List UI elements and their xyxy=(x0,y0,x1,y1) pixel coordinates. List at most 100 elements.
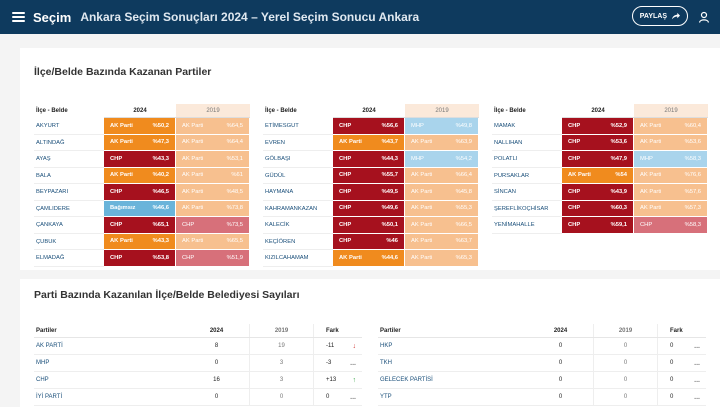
party-row[interactable]: TKH 0 0 0... xyxy=(378,355,706,372)
party-name[interactable]: CHP xyxy=(36,377,49,383)
percent-2024: %60,3 xyxy=(610,205,627,212)
district-name[interactable]: YENİMAHALLE xyxy=(492,217,562,234)
district-row[interactable]: ÇANKAYA CHP %65,1 CHP %73,5 xyxy=(34,217,256,234)
district-row[interactable]: GÖLBAŞI CHP %44,3 MHP %54,2 xyxy=(263,151,485,168)
count-2019: 0 xyxy=(593,338,658,354)
district-row[interactable]: SİNCAN CHP %43,9 AK Parti %57,6 xyxy=(492,184,714,201)
district-row[interactable]: BALA AK Parti %40,2 AK Parti %61 xyxy=(34,167,256,184)
percent-2024: %47,9 xyxy=(610,155,627,162)
party-row[interactable]: GELECEK PARTİSİ 0 0 0... xyxy=(378,372,706,389)
district-row[interactable]: ETİMESGUT CHP %56,6 MHP %49,8 xyxy=(263,118,485,135)
district-row[interactable]: NALLIHAN CHP %53,6 AK Parti %53,6 xyxy=(492,134,714,151)
district-name[interactable]: ÇAMLIDERE xyxy=(34,201,104,217)
district-name[interactable]: HAYMANA xyxy=(263,184,333,201)
district-row[interactable]: KALECİK CHP %50,1 AK Parti %66,5 xyxy=(263,217,485,234)
party-row[interactable]: HKP 0 0 0... xyxy=(378,338,706,355)
percent-2019: %64,5 xyxy=(226,122,243,129)
district-column: İlçe - Belde 2024 2019 ETİMESGUT CHP %56,6 MHP… xyxy=(263,104,485,267)
district-row[interactable]: KEÇİÖREN CHP %46 AK Parti %63,7 xyxy=(263,233,485,250)
district-row[interactable]: MAMAK CHP %52,9 AK Parti %60,4 xyxy=(492,118,714,135)
district-name[interactable]: NALLIHAN xyxy=(492,135,562,151)
district-name[interactable]: POLATLI xyxy=(492,151,562,168)
count-2024: 0 xyxy=(214,360,219,366)
result-2019: AK Parti %65,3 xyxy=(405,250,479,267)
result-2024: CHP %56,6 xyxy=(333,118,405,135)
district-row[interactable]: POLATLI CHP %47,9 MHP %58,3 xyxy=(492,151,714,168)
party-row[interactable]: CHP 16 3 +13 ↑ xyxy=(34,372,362,389)
district-name[interactable]: KIZILCAHAMAM xyxy=(263,250,333,267)
district-name[interactable]: ELMADAĞ xyxy=(34,250,104,267)
district-name[interactable]: GÖLBAŞI xyxy=(263,151,333,168)
district-name[interactable]: PURSAKLAR xyxy=(492,168,562,184)
district-row[interactable]: BEYPAZARI CHP %46,5 AK Parti %48,5 xyxy=(34,184,256,201)
winners-card: İlçe/Belde Bazında Kazanan Partiler İlçe… xyxy=(20,48,720,270)
district-name[interactable]: AYAŞ xyxy=(34,151,104,168)
party-name[interactable]: AK PARTİ xyxy=(36,343,63,349)
district-name[interactable]: KAHRAMANKAZAN xyxy=(263,201,333,217)
district-name[interactable]: ALTINDAĞ xyxy=(34,135,104,151)
district-row[interactable]: AKYURT AK Parti %50,2 AK Parti %64,5 xyxy=(34,118,256,135)
percent-2024: %49,5 xyxy=(381,188,398,195)
district-row[interactable]: GÜDÜL CHP %55,7 AK Parti %66,4 xyxy=(263,167,485,184)
party-row[interactable]: AK PARTİ 8 19 -11 ↓ xyxy=(34,338,362,355)
percent-2024: %55,7 xyxy=(381,172,398,179)
brand-logo[interactable]: Seçim xyxy=(33,9,72,25)
difference-value: 0 xyxy=(670,394,674,400)
percent-2024: %43,3 xyxy=(152,155,169,162)
party-name[interactable]: HKP xyxy=(380,343,393,349)
percent-2024: %53,8 xyxy=(152,254,169,261)
party-row[interactable]: MHP 0 3 -3... xyxy=(34,355,362,372)
party-2019: AK Parti xyxy=(411,221,433,228)
percent-2024: %43,9 xyxy=(610,188,627,195)
user-icon[interactable] xyxy=(698,11,710,23)
party-2024: CHP xyxy=(339,221,352,228)
district-row[interactable]: PURSAKLAR AK Parti %54 AK Parti %76,6 xyxy=(492,167,714,184)
district-row[interactable]: ÇAMLIDERE Bağımsız %46,6 AK Parti %73,8 xyxy=(34,200,256,217)
district-row[interactable]: ALTINDAĞ AK Parti %47,3 AK Parti %64,4 xyxy=(34,134,256,151)
percent-2019: %55,3 xyxy=(455,205,472,212)
district-row[interactable]: YENİMAHALLE CHP %59,1 CHP %58,3 xyxy=(492,217,714,234)
party-name[interactable]: TKH xyxy=(380,360,392,366)
result-2019: AK Parti %63,9 xyxy=(405,134,479,151)
party-row[interactable]: YTP 0 0 0... xyxy=(378,389,706,406)
party-2024: Bağımsız xyxy=(110,205,136,212)
district-name[interactable]: AKYURT xyxy=(34,118,104,135)
count-2024: 0 xyxy=(558,394,563,400)
district-name[interactable]: MAMAK xyxy=(492,118,562,135)
party-name[interactable]: MHP xyxy=(36,360,50,366)
district-row[interactable]: AYAŞ CHP %43,3 AK Parti %53,1 xyxy=(34,151,256,168)
district-name[interactable]: ETİMESGUT xyxy=(263,118,333,135)
party-2024: CHP xyxy=(568,188,581,195)
percent-2024: %43,3 xyxy=(152,238,169,245)
percent-2024: %52,9 xyxy=(610,122,627,129)
district-name[interactable]: KEÇİÖREN xyxy=(263,234,333,250)
district-name[interactable]: SİNCAN xyxy=(492,184,562,201)
party-name[interactable]: İYİ PARTİ xyxy=(36,394,63,400)
district-name[interactable]: BEYPAZARI xyxy=(34,184,104,201)
percent-2024: %50,1 xyxy=(381,221,398,228)
district-name[interactable]: ŞEREFLİKOÇHİSAR xyxy=(492,201,562,217)
party-2019: AK Parti xyxy=(411,254,433,261)
district-name[interactable]: ÇUBUK xyxy=(34,234,104,250)
party-name[interactable]: YTP xyxy=(380,394,392,400)
district-name[interactable]: ÇANKAYA xyxy=(34,217,104,234)
district-name[interactable]: GÜDÜL xyxy=(263,168,333,184)
district-name[interactable]: KALECİK xyxy=(263,217,333,234)
district-name[interactable]: BALA xyxy=(34,168,104,184)
percent-2019: %58,3 xyxy=(684,155,701,162)
result-2019: AK Parti %55,3 xyxy=(405,200,479,217)
share-button[interactable]: PAYLAŞ xyxy=(631,6,688,26)
district-row[interactable]: KIZILCAHAMAM AK Parti %44,6 AK Parti %65,3 xyxy=(263,250,485,267)
district-row[interactable]: KAHRAMANKAZAN CHP %49,6 AK Parti %55,3 xyxy=(263,200,485,217)
district-row[interactable]: ŞEREFLİKOÇHİSAR CHP %60,3 AK Parti %57,3 xyxy=(492,200,714,217)
district-row[interactable]: HAYMANA CHP %49,5 AK Parti %45,8 xyxy=(263,184,485,201)
district-row[interactable]: ÇUBUK AK Parti %43,3 AK Parti %65,5 xyxy=(34,233,256,250)
party-row[interactable]: İYİ PARTİ 0 0 0... xyxy=(34,389,362,406)
result-2024: CHP %46,5 xyxy=(104,184,176,201)
district-row[interactable]: ELMADAĞ CHP %53,8 CHP %51,9 xyxy=(34,250,256,267)
menu-icon[interactable] xyxy=(12,12,25,22)
district-row[interactable]: EVREN AK Parti %43,7 AK Parti %63,9 xyxy=(263,134,485,151)
count-2019: 0 xyxy=(593,372,658,388)
party-name[interactable]: GELECEK PARTİSİ xyxy=(380,377,433,383)
district-name[interactable]: EVREN xyxy=(263,135,333,151)
